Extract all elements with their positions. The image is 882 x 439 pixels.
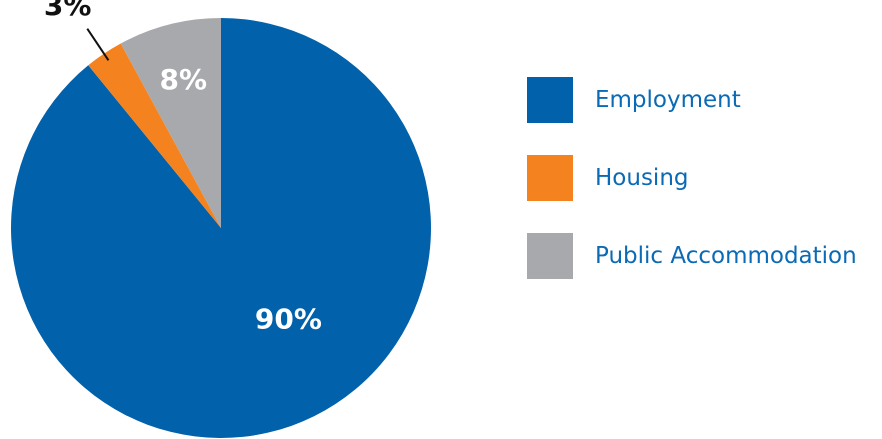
pie-slice-employment: [10, 18, 432, 438]
legend-item-public-accommodation: Public Accommodation: [527, 233, 857, 279]
pie-data-labels: 90% 3% 8%: [44, 0, 322, 336]
data-label-housing: 3%: [44, 0, 92, 22]
leader-line-housing: [86, 28, 110, 61]
data-label-public-accommodation: 8%: [159, 63, 207, 96]
legend-swatch-public-accommodation: [527, 233, 573, 279]
legend-item-employment: Employment: [527, 77, 857, 123]
legend-swatch-housing: [527, 155, 573, 201]
chart-legend: Employment Housing Public Accommodation: [527, 77, 857, 279]
pie-slice-housing: [88, 43, 222, 229]
pie-slice-public-accommodation: [120, 18, 221, 228]
legend-label-employment: Employment: [595, 87, 741, 113]
legend-label-public-accommodation: Public Accommodation: [595, 243, 857, 269]
pie-slices: [10, 18, 432, 438]
legend-label-housing: Housing: [595, 165, 689, 191]
data-label-employment: 90%: [255, 303, 322, 336]
legend-item-housing: Housing: [527, 155, 857, 201]
legend-swatch-employment: [527, 77, 573, 123]
